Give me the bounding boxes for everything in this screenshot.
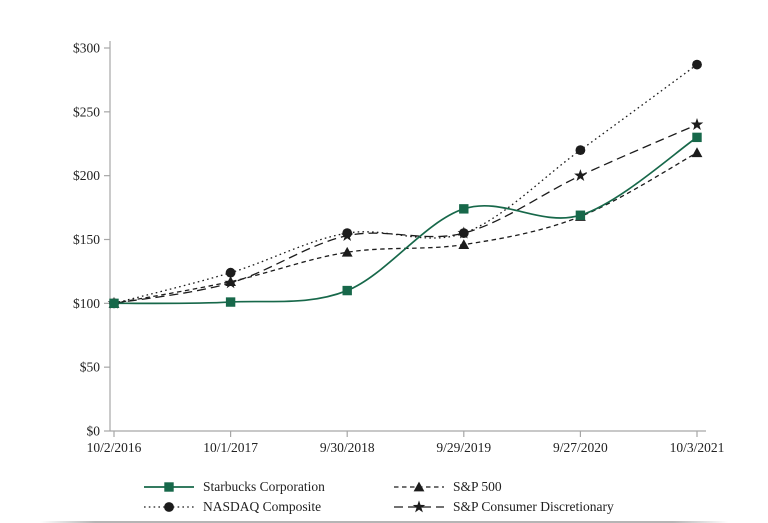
x-tick-label: 10/3/2021 bbox=[670, 440, 725, 455]
triangle-marker-icon bbox=[691, 147, 703, 158]
square-marker-icon bbox=[109, 298, 119, 309]
square-marker-icon bbox=[692, 132, 702, 143]
y-tick-label: $100 bbox=[73, 296, 100, 311]
series-markers-s-p-500 bbox=[108, 147, 703, 308]
triangle-marker-icon bbox=[458, 239, 470, 250]
square-marker-icon bbox=[575, 210, 586, 220]
chart-legend: Starbucks Corporation S&P 500 NASDAQ Com… bbox=[143, 477, 614, 516]
star-marker-icon bbox=[574, 169, 587, 182]
y-tick-label: $0 bbox=[87, 424, 101, 439]
sp-consumer-discretionary-line-swatch-icon bbox=[394, 499, 444, 512]
axes bbox=[104, 41, 706, 437]
series-line-starbucks-corporation bbox=[113, 136, 698, 305]
square-marker-icon bbox=[342, 285, 352, 296]
legend-item-nasdaq-composite: NASDAQ Composite bbox=[143, 497, 393, 516]
square-marker-icon bbox=[459, 204, 469, 214]
star-marker-icon bbox=[457, 226, 471, 239]
triangle-marker-icon bbox=[341, 246, 353, 257]
legend-label-starbucks-corporation: Starbucks Corporation bbox=[203, 478, 325, 494]
starbucks-line-swatch-icon bbox=[144, 481, 194, 492]
legend-label-nasdaq-composite: NASDAQ Composite bbox=[203, 498, 322, 514]
legend-item-starbucks-corporation: Starbucks Corporation bbox=[143, 477, 393, 496]
y-tick-label: $150 bbox=[73, 232, 100, 247]
triangle-marker-icon bbox=[413, 481, 425, 491]
star-marker-icon bbox=[412, 499, 426, 512]
y-tick-label: $300 bbox=[73, 41, 100, 56]
legend-label-sp-consumer-discretionary: S&P Consumer Discretionary bbox=[453, 498, 614, 514]
x-tick-label: 9/29/2019 bbox=[436, 440, 491, 455]
square-marker-icon bbox=[225, 297, 236, 307]
star-marker-icon bbox=[690, 118, 704, 130]
page-edge-line bbox=[40, 521, 728, 523]
y-tick-label: $200 bbox=[73, 168, 100, 183]
circle-marker-icon bbox=[692, 59, 702, 70]
legend-item-sp-consumer-discretionary: S&P Consumer Discretionary bbox=[393, 497, 614, 516]
legend-item-sp-500: S&P 500 bbox=[393, 477, 614, 496]
x-tick-label: 10/2/2016 bbox=[87, 440, 142, 455]
star-marker-icon bbox=[340, 229, 354, 242]
series-line-s-p-500 bbox=[113, 152, 698, 304]
triangle-marker-icon bbox=[225, 276, 236, 287]
series-line-nasdaq-composite bbox=[113, 64, 698, 304]
nasdaq-line-swatch-icon bbox=[144, 501, 194, 512]
series-markers-starbucks-corporation bbox=[109, 132, 702, 309]
x-tick-label: 10/1/2017 bbox=[203, 440, 258, 455]
circle-marker-icon bbox=[225, 267, 236, 278]
series-line-s-p-consumer-discretionary bbox=[113, 124, 698, 304]
circle-marker-icon bbox=[164, 501, 174, 512]
axis-labels: $0 $50 $100 $150 $200 $250 $300 10/2/2016 10/1/2… bbox=[73, 41, 724, 456]
series-markers-s-p-consumer-discretionary bbox=[107, 118, 704, 309]
square-marker-icon bbox=[164, 481, 174, 492]
sp500-line-swatch-icon bbox=[394, 481, 444, 491]
y-tick-label: $50 bbox=[80, 360, 101, 375]
legend-label-sp-500: S&P 500 bbox=[453, 478, 502, 494]
x-tick-label: 9/30/2018 bbox=[320, 440, 375, 455]
y-tick-label: $250 bbox=[73, 104, 100, 119]
x-tick-label: 9/27/2020 bbox=[553, 440, 608, 455]
series-markers-nasdaq-composite bbox=[109, 59, 702, 309]
circle-marker-icon bbox=[575, 145, 586, 156]
